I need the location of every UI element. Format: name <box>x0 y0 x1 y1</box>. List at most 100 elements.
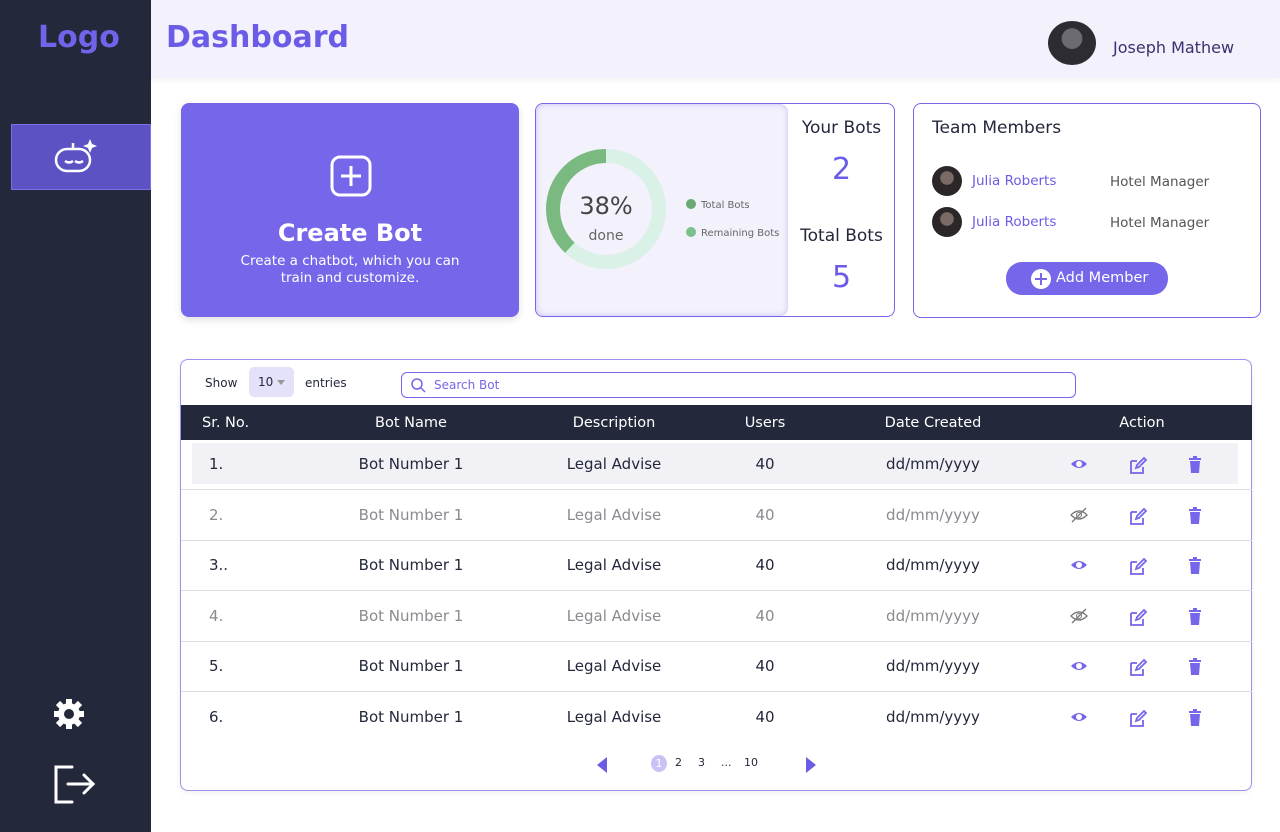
table-cell: 40 <box>755 707 775 726</box>
table-cell: Legal Advise <box>566 505 662 524</box>
page-number[interactable]: 2 <box>675 756 682 769</box>
table-cell: 40 <box>755 505 775 524</box>
view-icon[interactable] <box>1069 658 1089 676</box>
member-role: Hotel Manager <box>1110 215 1210 231</box>
edit-icon[interactable] <box>1128 456 1148 474</box>
search-icon <box>411 378 426 393</box>
view-icon[interactable] <box>1069 608 1089 626</box>
progress-percent: 38% <box>579 192 632 220</box>
legend-label: Remaining Bots <box>701 228 779 239</box>
table-cell: 5. <box>209 657 224 675</box>
table-cell: Bot Number 1 <box>358 606 464 625</box>
delete-icon[interactable] <box>1186 557 1206 575</box>
prev-page[interactable] <box>595 756 609 774</box>
column-header: Action <box>1119 415 1165 431</box>
page-title: Dashboard <box>166 20 349 55</box>
table-cell: Legal Advise <box>566 657 662 675</box>
table-cell: dd/mm/yyyy <box>886 707 980 726</box>
page-number[interactable]: ... <box>721 756 732 769</box>
column-header: Description <box>572 415 656 431</box>
table-cell: Bot Number 1 <box>358 455 464 473</box>
entries-select[interactable]: 10 <box>249 367 294 397</box>
column-header: Bot Name <box>375 415 447 431</box>
user-name[interactable]: Joseph Mathew <box>1113 38 1235 57</box>
table-cell: dd/mm/yyyy <box>886 455 980 473</box>
edit-icon[interactable] <box>1128 658 1148 676</box>
column-header: Sr. No. <box>202 415 250 431</box>
create-bot-description: Create a chatbot, which you can train an… <box>240 253 460 286</box>
table-cell: Legal Advise <box>566 556 662 574</box>
table-row: 1. Bot Number 1 Legal Advise 40 dd/mm/yyyy <box>181 440 1252 490</box>
table-cell: dd/mm/yyyy <box>886 657 980 675</box>
show-label: Show <box>205 376 238 390</box>
table-row: 6. Bot Number 1 Legal Advise 40 dd/mm/yyyy <box>181 693 1252 743</box>
settings-icon[interactable] <box>52 697 86 731</box>
table-row: 5. Bot Number 1 Legal Advise 40 dd/mm/yyyy <box>181 642 1252 692</box>
table-cell: Legal Advise <box>566 455 662 473</box>
table-cell: Legal Advise <box>566 707 662 726</box>
bots-nav[interactable] <box>11 124 151 190</box>
legend-label: Total Bots <box>700 200 750 211</box>
logo[interactable]: Logo <box>38 20 120 55</box>
plus-icon <box>330 155 372 197</box>
page-number[interactable]: 1 <box>651 755 667 772</box>
dropdown-caret <box>277 380 285 385</box>
delete-icon[interactable] <box>1186 658 1206 676</box>
view-icon[interactable] <box>1069 456 1089 474</box>
create-bot-card[interactable]: Create Bot Create a chatbot, which you c… <box>181 103 519 317</box>
table-cell: dd/mm/yyyy <box>886 606 980 625</box>
delete-icon[interactable] <box>1186 708 1206 727</box>
table-cell: Legal Advise <box>566 606 662 625</box>
edit-icon[interactable] <box>1128 507 1148 525</box>
table-cell: 40 <box>755 556 775 574</box>
create-bot-title: Create Bot <box>277 219 423 247</box>
donut-arc <box>546 149 666 269</box>
delete-icon[interactable] <box>1186 456 1206 474</box>
delete-icon[interactable] <box>1186 607 1206 626</box>
bot-icon <box>54 139 97 173</box>
member-name[interactable]: Julia Roberts <box>972 173 1057 189</box>
table-cell: 6. <box>209 707 224 726</box>
entries-label: entries <box>305 376 347 390</box>
column-header: Users <box>744 415 786 431</box>
add-icon <box>1031 269 1051 289</box>
view-icon[interactable] <box>1069 709 1089 727</box>
member-avatar <box>932 166 962 196</box>
edit-icon[interactable] <box>1128 557 1148 575</box>
pagination: 1 2 3... 10 <box>591 754 821 776</box>
view-icon[interactable] <box>1069 557 1089 575</box>
table-cell: Bot Number 1 <box>358 707 464 726</box>
page-number[interactable]: 3 <box>698 756 705 769</box>
add-member-button[interactable]: Add Member <box>1006 262 1168 295</box>
member-avatar <box>932 207 962 237</box>
delete-icon[interactable] <box>1186 506 1206 525</box>
team-title: Team Members <box>932 118 1062 138</box>
stat-label: Your Bots <box>801 118 882 138</box>
legend-dot <box>686 199 696 209</box>
view-icon[interactable] <box>1069 507 1089 525</box>
table-row: 2. Bot Number 1 Legal Advise 40 dd/mm/yyyy <box>181 491 1252 541</box>
progress-caption: done <box>589 228 624 244</box>
table-cell: Bot Number 1 <box>358 657 464 675</box>
edit-icon[interactable] <box>1128 608 1148 626</box>
table-row: 3.. Bot Number 1 Legal Advise 40 dd/mm/yyyy <box>181 541 1252 591</box>
user-avatar[interactable] <box>1048 21 1096 65</box>
edit-icon[interactable] <box>1128 709 1148 727</box>
stat-value: 5 <box>831 260 852 295</box>
table-cell: dd/mm/yyyy <box>886 505 980 524</box>
next-page[interactable] <box>804 756 818 774</box>
page-number[interactable]: 10 <box>744 756 758 769</box>
table-cell: Bot Number 1 <box>358 556 464 574</box>
table-cell: 1. <box>209 455 224 473</box>
search-box[interactable]: Search Bot <box>401 372 1076 398</box>
member-name[interactable]: Julia Roberts <box>972 214 1057 230</box>
table-cell: 40 <box>755 606 775 625</box>
add-member-label: Add Member <box>1056 270 1149 286</box>
table-cell: 40 <box>755 657 775 675</box>
table-cell: 4. <box>209 606 224 625</box>
entries-value: 10 <box>258 375 274 389</box>
logout-icon[interactable] <box>52 764 98 806</box>
table-cell: 40 <box>755 455 775 473</box>
legend-dot <box>686 227 696 237</box>
